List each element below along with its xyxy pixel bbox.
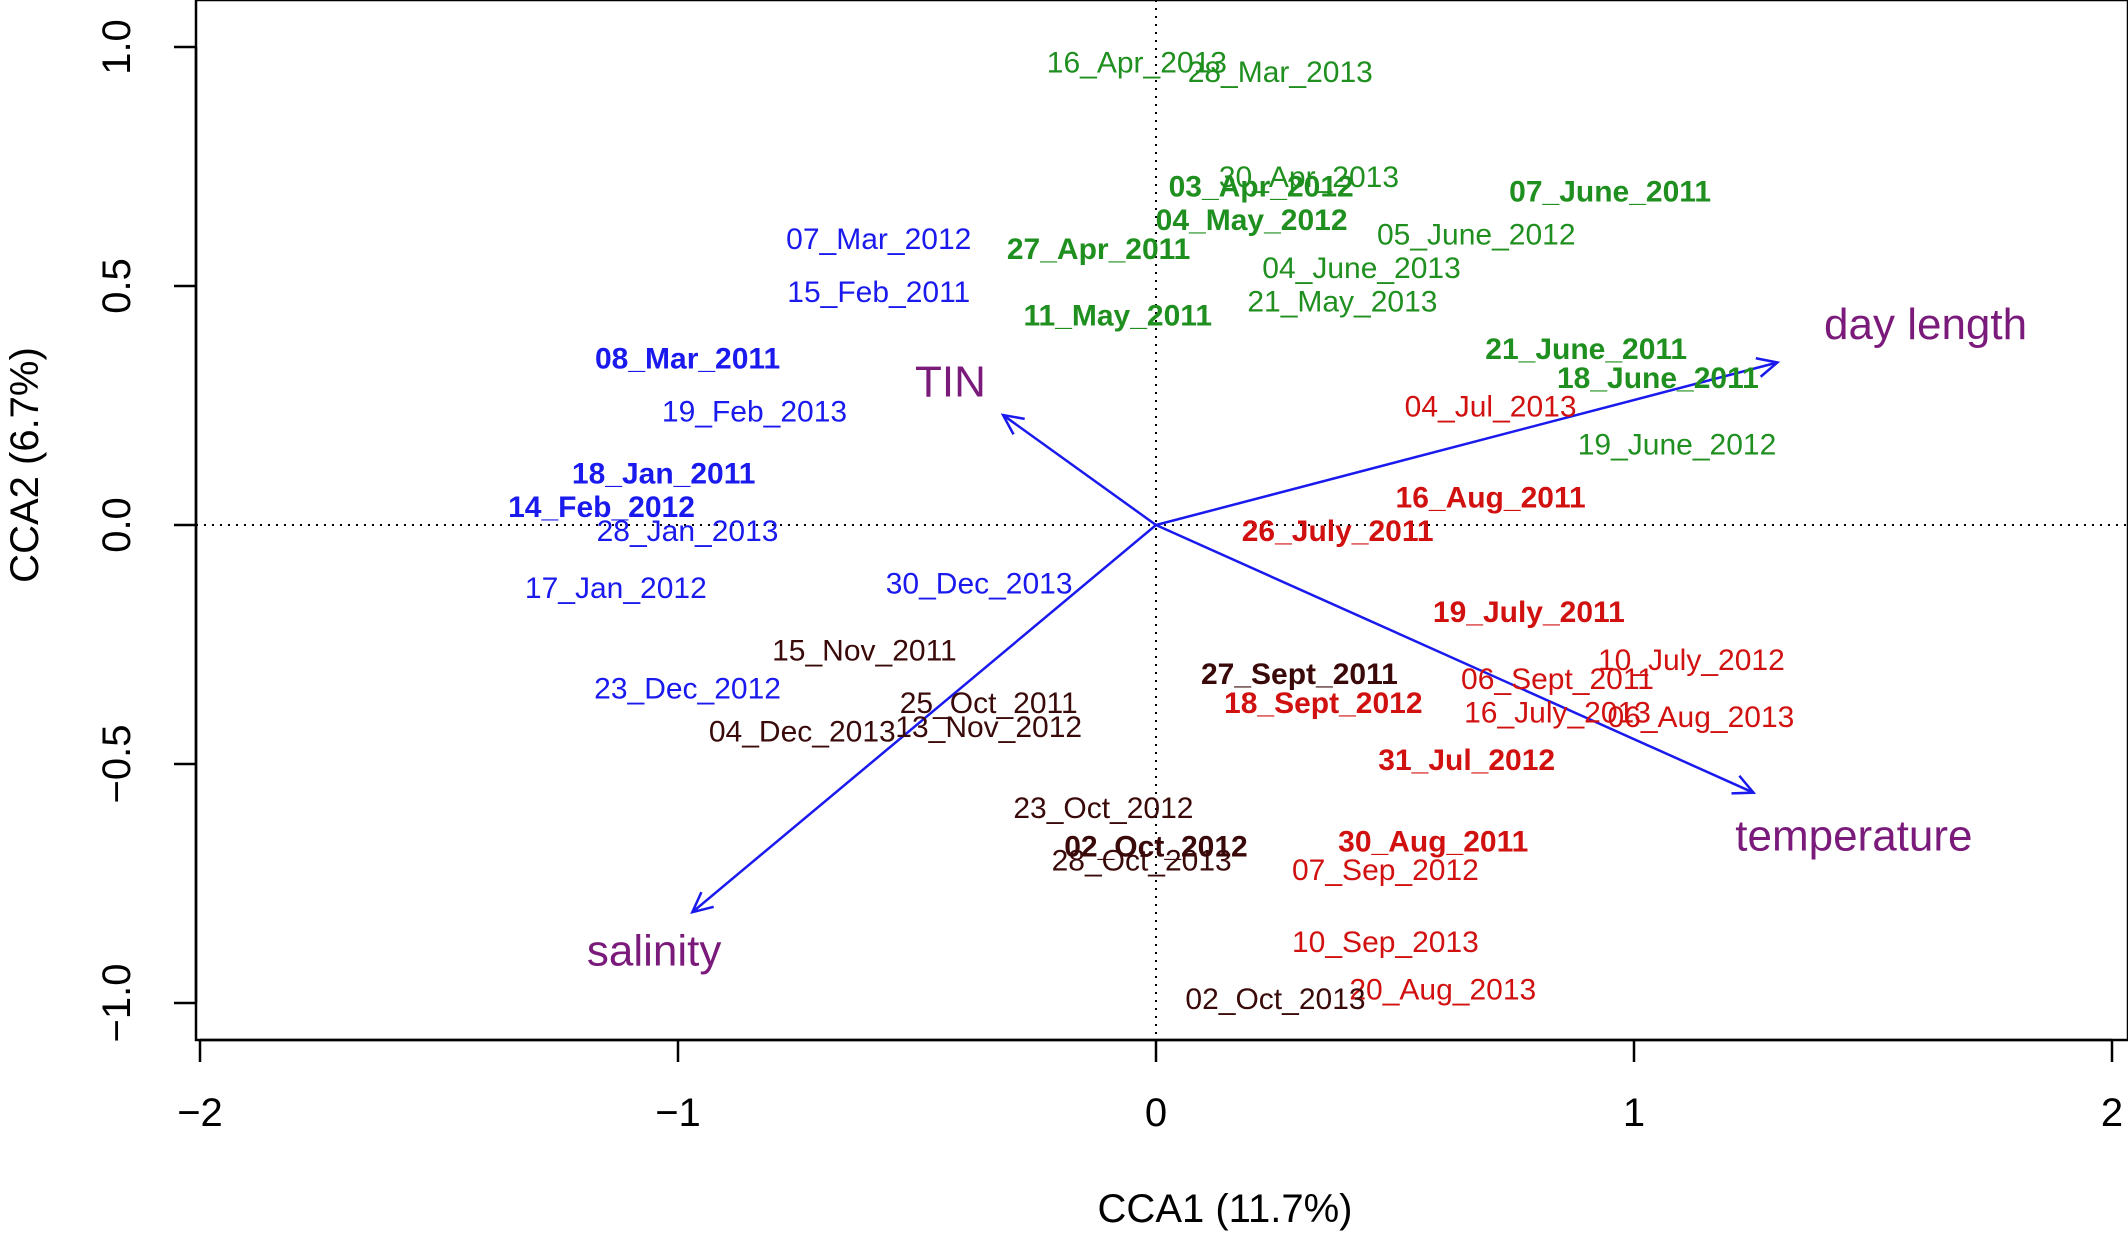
sample-label: 16_Aug_2011 <box>1396 481 1586 514</box>
sample-label: 17_Jan_2012 <box>525 572 707 605</box>
vector-arrow <box>691 524 1157 914</box>
sample-label: 02_Oct_2013 <box>1185 983 1365 1016</box>
x-tick-label: 1 <box>1623 1091 1645 1135</box>
sample-label: 13_Nov_2012 <box>895 711 1082 744</box>
vector-label: day length <box>1824 300 2027 349</box>
vector-arrowhead <box>690 891 714 915</box>
sample-label: 19_July_2011 <box>1433 596 1625 629</box>
sample-label: 04_May_2012 <box>1156 204 1348 237</box>
sample-label: 21_May_2013 <box>1247 285 1437 318</box>
y-tick-label: 1.0 <box>95 19 139 75</box>
y-tick-label: 0.0 <box>95 497 139 553</box>
sample-label: 18_Sept_2012 <box>1224 687 1423 720</box>
plot-frame <box>194 0 2128 1042</box>
sample-label: 20_Aug_2013 <box>1349 974 1536 1007</box>
sample-label: 07_June_2011 <box>1509 175 1711 208</box>
vector-arrowhead <box>1755 357 1781 378</box>
sample-label: 21_June_2011 <box>1485 333 1687 366</box>
sample-label: 06_Aug_2013 <box>1607 701 1794 734</box>
vector-arrow <box>1155 523 1755 794</box>
x-tick-label: 0 <box>1145 1091 1167 1135</box>
sample-label: 10_Sep_2013 <box>1292 926 1479 959</box>
x-tick-label: −1 <box>655 1091 701 1135</box>
x-tick-label: 2 <box>2101 1091 2123 1135</box>
y-tick-label: −1.0 <box>95 964 139 1043</box>
sample-label: 16_Apr_2013 <box>1047 46 1227 79</box>
y-tick-label: 0.5 <box>95 258 139 314</box>
vector-arrowhead <box>1731 775 1757 795</box>
x-axis-title: CCA1 (11.7%) <box>1098 1187 1353 1231</box>
x-axis: −2 −1 0 1 2 <box>177 1038 2123 1135</box>
vector-arrow <box>1002 414 1157 527</box>
y-axis-title: CCA2 (6.7%) <box>3 347 47 583</box>
sample-label: 14_Feb_2012 <box>508 491 695 524</box>
sample-label: 04_Dec_2013 <box>709 716 896 749</box>
vector-label: TIN <box>915 358 986 407</box>
vector-label: salinity <box>587 926 722 975</box>
y-axis: −1.0 −0.5 0.0 0.5 1.0 <box>95 19 198 1043</box>
sample-label: 04_June_2013 <box>1262 252 1461 285</box>
sample-label: 05_June_2012 <box>1377 218 1576 251</box>
vector-arrow <box>1155 361 1778 527</box>
sample-label: 28_Jan_2013 <box>597 515 779 548</box>
sample-label: 19_Feb_2013 <box>662 395 847 428</box>
sample-label: 25_Oct_2011 <box>900 687 1078 720</box>
sample-label: 30_Apr_2013 <box>1219 161 1399 194</box>
sample-label: 18_June_2011 <box>1557 362 1759 395</box>
sample-label: 06_Sept_2011 <box>1461 663 1654 696</box>
vector-arrowhead <box>1000 413 1025 435</box>
sample-label: 10_July_2012 <box>1598 644 1785 677</box>
sample-label: 19_June_2012 <box>1578 429 1777 462</box>
sample-label: 15_Nov_2011 <box>772 634 957 667</box>
sample-label: 04_Jul_2013 <box>1405 391 1577 424</box>
sample-label: 08_Mar_2011 <box>595 343 780 376</box>
sample-label: 02_Oct_2012 <box>1064 830 1248 863</box>
sample-label: 18_Jan_2011 <box>572 457 756 490</box>
sample-label: 15_Feb_2011 <box>787 276 970 309</box>
sample-label: 23_Dec_2012 <box>594 673 781 706</box>
sample-label: 30_Dec_2013 <box>886 567 1073 600</box>
sample-label: 27_Sept_2011 <box>1201 658 1398 691</box>
sample-label: 30_Aug_2011 <box>1338 825 1528 858</box>
sample-label: 26_July_2011 <box>1242 515 1434 548</box>
sample-label: 11_May_2011 <box>1023 300 1212 333</box>
x-tick-label: −2 <box>177 1091 223 1135</box>
y-tick-label: −0.5 <box>95 725 139 804</box>
environment-vectors: day length TIN temperature salinity <box>587 300 2027 975</box>
sample-label: 23_Oct_2012 <box>1013 792 1193 825</box>
sample-label: 28_Oct_2013 <box>1052 845 1232 878</box>
sample-label: 27_Apr_2011 <box>1007 233 1191 266</box>
reference-lines <box>196 0 2128 1040</box>
sample-label: 31_Jul_2012 <box>1378 744 1555 777</box>
sample-label: 07_Sep_2012 <box>1292 854 1479 887</box>
sample-label: 28_Mar_2013 <box>1188 56 1373 89</box>
sample-label: 07_Mar_2012 <box>786 223 971 256</box>
sample-label: 03_Apr_2012 <box>1169 171 1354 204</box>
sample-label: 16_July_2013 <box>1464 696 1651 729</box>
vector-label: temperature <box>1735 812 1972 861</box>
